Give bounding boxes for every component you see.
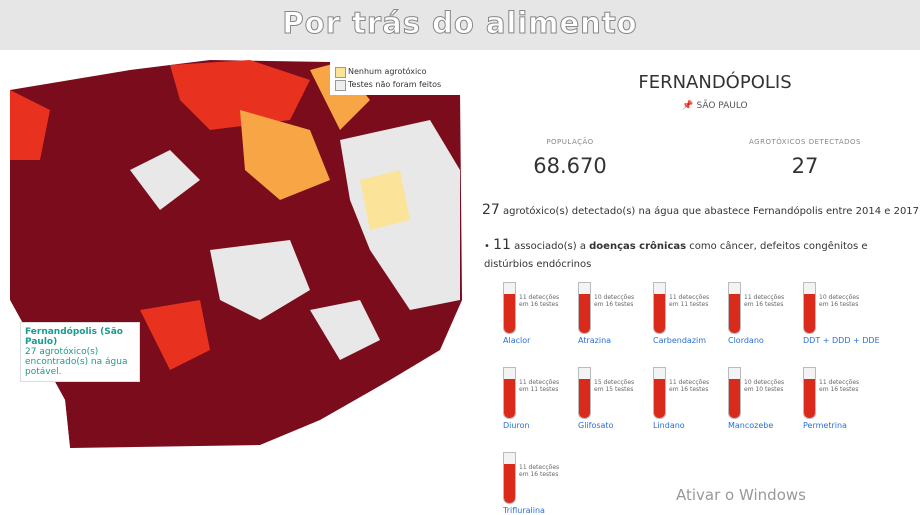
bullet-bold: doenças crônicas xyxy=(589,241,687,252)
tube xyxy=(728,367,741,419)
tooltip-text: 27 agrotóxico(s) encontrado(s) na água p… xyxy=(25,347,128,377)
tube-label: 10 detecções em 10 testes xyxy=(744,379,785,393)
tube xyxy=(728,282,741,334)
tube-fill xyxy=(654,379,665,418)
tube-name[interactable]: Carbendazim xyxy=(653,336,707,345)
stat-value: 27 xyxy=(791,154,819,178)
tube-name[interactable]: Permetrina xyxy=(803,421,847,430)
legend-swatch xyxy=(335,67,346,78)
state-name: 📌 SÃO PAULO xyxy=(682,101,748,111)
stat-label: POPULAÇÃO xyxy=(546,138,594,146)
tube-name[interactable]: Alaclor xyxy=(503,336,531,345)
bullet-text: associado(s) a xyxy=(514,241,586,252)
tube-label: 11 detecções em 16 testes xyxy=(669,379,710,393)
map xyxy=(10,50,465,450)
tube-fill xyxy=(579,294,590,333)
tube-fill xyxy=(804,294,815,333)
watermark: Ativar o Windows xyxy=(676,486,806,504)
tube-name[interactable]: Atrazina xyxy=(578,336,612,345)
bullet-count: 11 xyxy=(493,237,511,253)
tube-name[interactable]: Mancozebe xyxy=(728,421,774,430)
summary-text: agrotóxico(s) detectado(s) na água que a… xyxy=(503,206,920,217)
tube-fill xyxy=(729,379,740,418)
tube-fill xyxy=(504,379,515,418)
tube-fill xyxy=(504,464,515,503)
tube-label: 10 detecções em 16 testes xyxy=(819,294,860,308)
tube xyxy=(653,367,666,419)
tube xyxy=(503,282,516,334)
tube-label: 11 detecções em 16 testes xyxy=(519,294,560,308)
legend-item: Nenhum agrotóxico xyxy=(348,67,427,76)
tube-label: 11 detecções em 16 testes xyxy=(819,379,860,393)
city-name: FERNANDÓPOLIS xyxy=(638,72,792,93)
tube-name[interactable]: Lindano xyxy=(653,421,685,430)
tube xyxy=(503,452,516,504)
tube-name[interactable]: Trifluralina xyxy=(503,506,545,515)
tube xyxy=(503,367,516,419)
tube-label: 11 detecções em 16 testes xyxy=(519,464,560,478)
tube-name[interactable]: Clordano xyxy=(728,336,764,345)
tube-name[interactable]: DDT + DDD + DDE xyxy=(803,336,880,345)
legend-swatch xyxy=(335,80,346,91)
tube-fill xyxy=(729,294,740,333)
bullet: • 11 associado(s) a doenças crônicas com… xyxy=(484,237,868,270)
tube-name[interactable]: Diuron xyxy=(503,421,530,430)
tube xyxy=(653,282,666,334)
tube xyxy=(578,282,591,334)
tube-fill xyxy=(654,294,665,333)
tube-label: 11 detecções em 11 testes xyxy=(519,379,560,393)
stat-label: AGROTÓXICOS DETECTADOS xyxy=(749,138,861,146)
site-title[interactable]: Por trás do alimento xyxy=(282,6,638,41)
tube-name[interactable]: Glifosato xyxy=(578,421,614,430)
tube-fill xyxy=(504,294,515,333)
tooltip: Fernandópolis (São Paulo) 27 agrotóxico(… xyxy=(20,322,140,382)
stat-value: 68.670 xyxy=(533,154,607,178)
summary: 27 agrotóxico(s) detectado(s) na água qu… xyxy=(482,202,920,218)
legend-item: Testes não foram feitos xyxy=(348,80,442,89)
tube-fill xyxy=(579,379,590,418)
tube-label: 11 detecções em 16 testes xyxy=(744,294,785,308)
tube xyxy=(578,367,591,419)
tooltip-title: Fernandópolis (São Paulo) xyxy=(25,327,123,347)
header: Por trás do alimento xyxy=(0,0,920,50)
state-text: SÃO PAULO xyxy=(696,101,748,111)
tube-label: 15 detecções em 15 testes xyxy=(594,379,635,393)
summary-count: 27 xyxy=(482,202,500,218)
tube-label: 11 detecções em 11 testes xyxy=(669,294,710,308)
tube xyxy=(803,282,816,334)
bullet-text: como câncer, defeitos congênitos e distú… xyxy=(484,241,868,270)
tube-label: 10 detecções em 16 testes xyxy=(594,294,635,308)
tube-fill xyxy=(804,379,815,418)
tube xyxy=(803,367,816,419)
